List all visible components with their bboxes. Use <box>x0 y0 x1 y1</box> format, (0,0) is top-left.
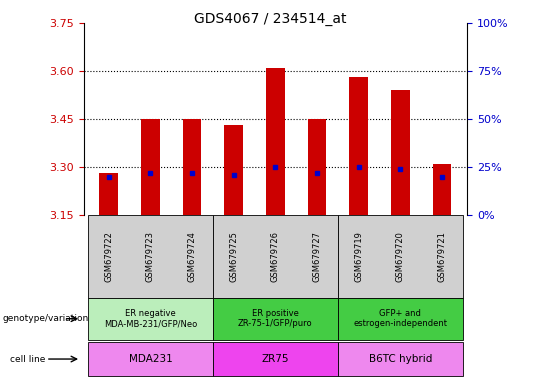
Text: GSM679719: GSM679719 <box>354 231 363 282</box>
Bar <box>99 174 118 215</box>
Bar <box>141 119 160 215</box>
Text: GSM679724: GSM679724 <box>187 231 197 282</box>
Text: GSM679725: GSM679725 <box>229 231 238 282</box>
Text: ZR75: ZR75 <box>262 354 289 364</box>
Bar <box>349 78 368 215</box>
Bar <box>391 90 410 215</box>
Text: GSM679720: GSM679720 <box>396 231 405 282</box>
Bar <box>224 126 243 215</box>
Text: GSM679723: GSM679723 <box>146 231 155 282</box>
Text: MDA231: MDA231 <box>129 354 172 364</box>
Text: ER negative
MDA-MB-231/GFP/Neo: ER negative MDA-MB-231/GFP/Neo <box>104 309 197 328</box>
Text: GSM679726: GSM679726 <box>271 231 280 282</box>
Text: GSM679721: GSM679721 <box>437 231 447 282</box>
Text: GFP+ and
estrogen-independent: GFP+ and estrogen-independent <box>353 309 448 328</box>
Text: GDS4067 / 234514_at: GDS4067 / 234514_at <box>194 12 346 25</box>
Text: B6TC hybrid: B6TC hybrid <box>369 354 432 364</box>
Text: ER positive
ZR-75-1/GFP/puro: ER positive ZR-75-1/GFP/puro <box>238 309 313 328</box>
Text: GSM679727: GSM679727 <box>313 231 322 282</box>
Bar <box>266 68 285 215</box>
Bar <box>308 119 327 215</box>
Text: genotype/variation: genotype/variation <box>3 314 89 323</box>
Text: GSM679722: GSM679722 <box>104 231 113 282</box>
Bar <box>433 164 451 215</box>
Text: cell line: cell line <box>10 354 45 364</box>
Bar <box>183 119 201 215</box>
